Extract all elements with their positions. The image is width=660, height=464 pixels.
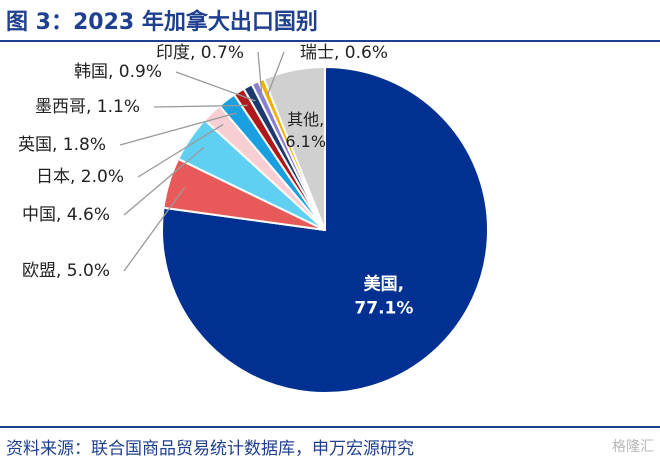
watermark: 格隆汇	[612, 439, 654, 455]
leader-line-1	[123, 187, 186, 272]
leader-line-2	[123, 147, 205, 216]
slice-value-9: 6.1%	[285, 132, 326, 151]
pie-slice-0	[161, 65, 489, 394]
leader-line-4	[119, 112, 237, 146]
slice-label-7: 印度, 0.7%	[156, 43, 244, 63]
leader-line-3	[137, 123, 224, 178]
slice-label-9: 其他,	[287, 110, 324, 129]
slice-label-0: 美国,	[364, 274, 404, 295]
slice-label-3: 日本, 2.0%	[36, 167, 124, 187]
slice-label-2: 中国, 4.6%	[22, 205, 110, 225]
slice-label-5: 墨西哥, 1.1%	[35, 97, 140, 117]
leader-line-8	[266, 51, 285, 96]
leader-line-7	[257, 51, 263, 98]
leader-line-5	[153, 104, 248, 108]
slice-label-1: 欧盟, 5.0%	[22, 261, 110, 281]
slice-label-6: 韩国, 0.9%	[74, 62, 162, 82]
slice-label-8: 瑞士, 0.6%	[300, 43, 388, 63]
footer-divider	[0, 426, 660, 428]
leader-lines	[119, 51, 285, 272]
title-divider	[0, 40, 660, 42]
slice-labels: 美国, 77.1% 欧盟, 5.0% 中国, 4.6% 日本, 2.0% 英国, 1.8%…	[18, 43, 413, 319]
chart-title: 图 3：2023 年加拿大出口国别	[6, 10, 318, 35]
slice-value-0: 77.1%	[354, 299, 413, 319]
source-note: 资料来源：联合国商品贸易统计数据库，申万宏源研究	[6, 439, 414, 459]
leader-line-6	[175, 71, 256, 102]
slice-label-4: 英国, 1.8%	[18, 135, 106, 155]
pie-slices	[161, 65, 489, 394]
pie-slice-9	[262, 65, 326, 231]
